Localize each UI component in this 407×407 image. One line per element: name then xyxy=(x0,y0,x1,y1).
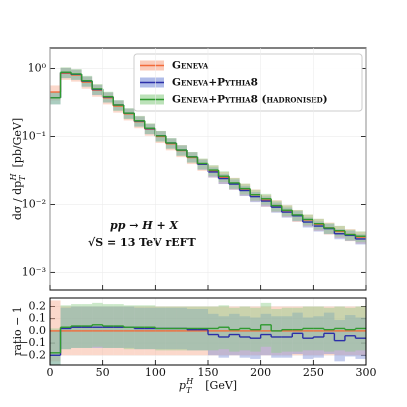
x-tick-label: 100 xyxy=(145,366,166,379)
legend-label: Geneva xyxy=(172,60,209,72)
x-label-sup: H xyxy=(185,377,194,386)
y-label-sub: T xyxy=(18,175,27,181)
x-axis-label: pTH [GeV] xyxy=(179,377,237,395)
plot-area xyxy=(50,300,366,365)
x-tick-label: 200 xyxy=(250,366,271,379)
legend-label: Geneva+Pythia8 xyxy=(172,77,258,89)
legend-label: Geneva+Pythia8 (hadronised) xyxy=(172,94,328,106)
uncertainty-band xyxy=(50,330,61,365)
x-tick-label: 150 xyxy=(198,366,219,379)
y-tick-label: 10⁻³ xyxy=(22,265,46,278)
y-axis-label: dσ / dpTH [pb/GeV] xyxy=(9,118,27,220)
x-label-sub: T xyxy=(186,386,192,395)
plot-area xyxy=(50,67,366,245)
y-tick-label: 0.0 xyxy=(29,324,47,337)
y-tick-label: 10⁻¹ xyxy=(22,129,46,142)
y-tick-label: −0.1 xyxy=(19,336,46,349)
uncertainty-band xyxy=(50,85,61,101)
annotation: √S = 13 TeV rEFT xyxy=(88,236,196,249)
y-label-sup: H xyxy=(9,172,18,181)
y-tick-label: −0.2 xyxy=(19,348,46,361)
ratio-y-label: ratio − 1 xyxy=(11,306,24,356)
uncertainty-band xyxy=(50,328,61,365)
y-tick-label: 0.1 xyxy=(29,312,47,325)
y-tick-label: 10⁰ xyxy=(28,61,47,74)
legend-box xyxy=(133,53,363,112)
x-tick-label: 0 xyxy=(47,366,54,379)
y-tick-label: 10⁻² xyxy=(22,197,46,210)
axes-frame xyxy=(49,297,367,366)
x-tick-label: 250 xyxy=(303,366,324,379)
x-tick-label: 300 xyxy=(356,366,377,379)
x-label-base: p xyxy=(179,379,186,392)
x-label-unit: [GeV] xyxy=(205,379,237,392)
x-tick-label: 50 xyxy=(96,366,110,379)
y-label-unit: [pb/GeV] xyxy=(11,118,24,168)
annotation: pp → H + X xyxy=(110,219,179,232)
y-tick-label: 0.2 xyxy=(29,300,47,313)
y-label-text: dσ / dp xyxy=(11,181,24,220)
